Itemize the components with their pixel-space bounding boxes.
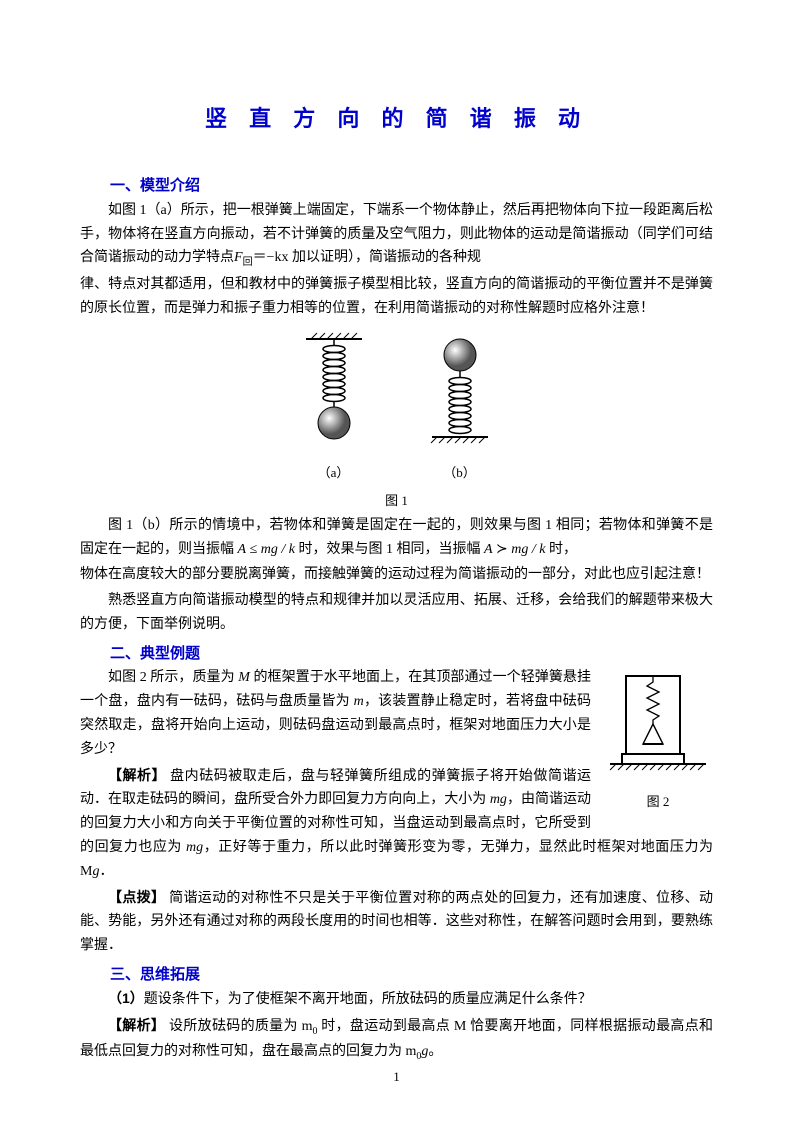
figure-1a: （a） [301, 331, 367, 486]
section-3-heading: 三、思维拓展 [80, 962, 713, 988]
figure-1a-label: （a） [301, 462, 367, 484]
var-mgk: mg / k [261, 542, 295, 557]
text: ． [99, 864, 113, 879]
paragraph-2a: 图 1（b）所示的情境中，若物体和弹簧是固定在一起的，则效果与图 1 相同；若物… [80, 514, 713, 562]
text: 时， [545, 542, 577, 557]
text: 。 [428, 1044, 442, 1059]
paragraph-1b: 律、特点对其都适用，但和教材中的弹簧振子模型相比较，竖直方向的简谐振动的平衡位置… [80, 273, 713, 321]
section-2-heading: 二、典型例题 [80, 641, 713, 667]
var-mg: mg [490, 792, 507, 807]
paragraph-8: 【解析】 设所放砝码的质量为 m0 时，盘运动到最高点 M 恰要离开地面，同样根… [80, 1014, 713, 1065]
figure-2-caption: 图 2 [603, 791, 713, 813]
var-mg: mg [186, 840, 203, 855]
var-mgk: mg / k [511, 542, 545, 557]
text: 题设条件下，为了使框架不离开地面，所放砝码的质量应满足什么条件？ [144, 992, 592, 1007]
figure-1: （a） [80, 331, 713, 486]
text: ＝−kx 加以证明），简谐振动的各种规 [253, 250, 481, 265]
var-M: M [238, 670, 250, 685]
paragraph-2b: 物体在高度较大的部分要脱离弹簧，而接触弹簧的运动过程为简谐振动的一部分，对此也应… [80, 563, 713, 587]
formula-F: F [234, 250, 243, 265]
op-gt: ≻ [493, 542, 512, 557]
section-1-heading: 一、模型介绍 [80, 173, 713, 199]
tip-label: 【点拨】 [108, 889, 165, 905]
question-1-label: （1） [108, 990, 144, 1006]
analysis-label: 【解析】 [108, 1017, 165, 1033]
paragraph-6: 【点拨】 简谐运动的对称性不只是关于平衡位置对称的两点处的回复力，还有加速度、位… [80, 886, 713, 958]
page-title: 竖 直 方 向 的 简 谐 振 动 [80, 100, 713, 137]
op-le: ≤ [246, 542, 261, 557]
figure-1b: （b） [427, 331, 493, 486]
frame-spring-icon [608, 670, 708, 780]
page-number: 1 [0, 1066, 793, 1088]
var-m: m [354, 694, 364, 709]
paragraph-7: （1）题设条件下，为了使框架不离开地面，所放砝码的质量应满足什么条件？ [80, 987, 713, 1012]
var-A: A [484, 542, 493, 557]
text: 时，效果与图 1 相同，当振幅 [295, 542, 484, 557]
analysis-label: 【解析】 [108, 767, 166, 783]
spring-hanging-icon [301, 331, 367, 451]
var-A: A [238, 542, 247, 557]
formula-sub: 回 [243, 257, 253, 268]
paragraph-1a: 如图 1（a）所示，把一根弹簧上端固定，下端系一个物体静止，然后再把物体向下拉一… [80, 199, 713, 271]
spring-standing-icon [427, 331, 493, 451]
figure-1b-label: （b） [427, 462, 493, 484]
paragraph-3: 熟悉竖直方向简谐振动模型的特点和规律并加以灵活应用、拓展、迁移，会给我们的解题带… [80, 589, 713, 637]
figure-2: 图 2 [603, 670, 713, 815]
text: 如图 2 所示，质量为 [108, 670, 238, 685]
text: 简谐运动的对称性不只是关于平衡位置对称的两点处的回复力，还有加速度、位移、动能、… [80, 891, 713, 954]
figure-1-caption: 图 1 [80, 490, 713, 512]
text: 设所放砝码的质量为 m [165, 1019, 312, 1034]
